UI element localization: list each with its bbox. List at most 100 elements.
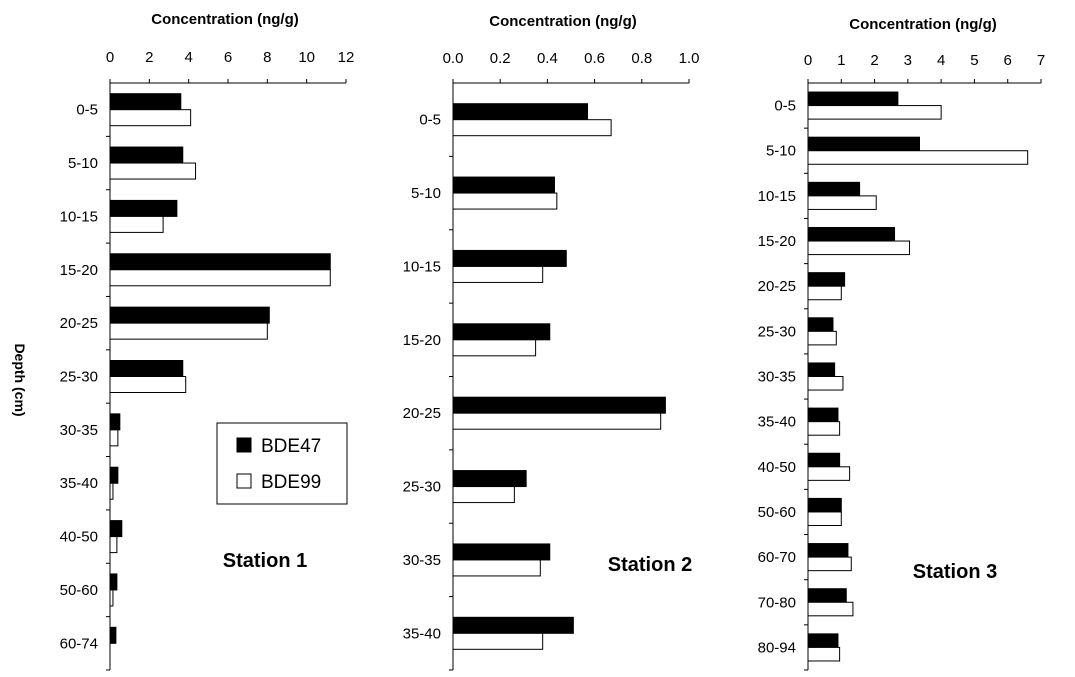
bar-bde47-35-40 [452, 616, 574, 634]
bar-bde47-30-35 [807, 362, 836, 378]
bar-bde47-5-10 [452, 176, 555, 194]
bar-bde47-40-50 [109, 520, 123, 538]
bar-bde99-15-20 [109, 269, 331, 287]
bar-bde47-20-25 [452, 396, 666, 414]
category-label: 0-5 [774, 98, 796, 115]
x-tick-label: 2 [870, 52, 878, 69]
x-tick-label: 2 [145, 49, 153, 66]
bar-bde47-5-10 [807, 136, 921, 152]
bar-bde47-15-20 [109, 253, 331, 271]
station-label: Station 3 [913, 561, 997, 583]
bar-bde47-30-35 [452, 543, 551, 561]
x-tick-label: 12 [338, 49, 355, 66]
bar-bde99-50-60 [807, 511, 842, 527]
bar-bde99-35-40 [807, 421, 841, 436]
bar-bde47-25-30 [109, 360, 184, 377]
category-label: 10-15 [758, 188, 796, 205]
bar-bde47-10-15 [807, 181, 861, 197]
category-label: 5-10 [411, 185, 441, 202]
bar-bde47-30-35 [109, 413, 121, 431]
bar-bde47-35-40 [807, 407, 839, 423]
bar-bde99-30-35 [807, 376, 844, 391]
legend-label-bde99: BDE99 [261, 472, 321, 493]
legend: BDE47 BDE99 [216, 422, 348, 505]
bar-bde99-60-70 [807, 556, 852, 572]
bar-bde99-0-5 [109, 109, 192, 127]
category-label: 70-80 [758, 594, 796, 611]
bar-bde47-60-74 [109, 626, 117, 644]
category-label: 30-35 [60, 422, 98, 439]
category-label: 25-30 [758, 323, 796, 340]
y-axis-label: Depth (cm) [12, 343, 28, 416]
bar-bde47-35-40 [109, 466, 119, 484]
bar-bde99-25-30 [807, 330, 837, 346]
category-label: 60-70 [758, 549, 796, 566]
chart-title: Concentration (ng/g) [849, 16, 996, 33]
bar-bde47-15-20 [807, 226, 896, 242]
bar-bde99-30-35 [452, 559, 541, 577]
category-label: 30-35 [758, 369, 796, 386]
bar-bde99-5-10 [109, 162, 197, 180]
bar-bde99-5-10 [807, 150, 1029, 165]
bar-bde47-25-30 [807, 317, 834, 332]
bar-bde47-50-60 [807, 497, 842, 513]
category-label: 30-35 [403, 552, 441, 569]
category-label: 35-40 [403, 625, 441, 642]
x-tick-label: 0 [106, 49, 114, 66]
x-tick-label: 8 [263, 49, 271, 66]
bar-bde99-50-60 [109, 589, 114, 607]
bar-bde99-5-10 [452, 192, 558, 210]
category-label: 40-50 [60, 529, 98, 546]
category-label: 20-25 [60, 315, 98, 332]
bar-bde47-0-5 [109, 93, 182, 111]
bar-bde47-0-5 [452, 103, 589, 121]
chart-station-3: Concentration (ng/g) 0 1 2 3 4 5 6 7 0-5 5-10 10-15… [758, 16, 1045, 671]
bar-bde47-15-20 [452, 323, 551, 341]
category-label: 20-25 [758, 278, 796, 295]
bar-bde99-20-25 [807, 285, 842, 301]
category-label: 15-20 [60, 262, 98, 279]
bar-bde47-20-25 [807, 272, 846, 287]
x-tick-label: 1.0 [679, 50, 700, 67]
bar-bde99-25-30 [452, 486, 515, 504]
category-label: 60-74 [60, 635, 98, 652]
bar-bde99-10-15 [807, 195, 877, 210]
station-label: Station 1 [223, 550, 307, 572]
category-label: 15-20 [403, 332, 441, 349]
chart-station-2: Concentration (ng/g) 0.0 0.2 0.4 0.6 0.8 1.0 0-… [403, 13, 700, 671]
bar-bde99-25-30 [109, 376, 187, 393]
category-label: 35-40 [60, 475, 98, 492]
bar-bde47-25-30 [452, 470, 527, 488]
category-label: 40-50 [758, 459, 796, 476]
x-tick-label: 6 [1004, 52, 1012, 69]
x-tick-label: 7 [1037, 52, 1045, 69]
bar-bde47-20-25 [109, 306, 270, 324]
legend-swatch-bde47 [236, 437, 252, 453]
category-label: 80-94 [758, 639, 796, 656]
x-tick-label: 5 [970, 52, 978, 69]
x-tick-label: 4 [184, 49, 192, 66]
category-label: 50-60 [60, 582, 98, 599]
x-tick-label: 4 [937, 52, 945, 69]
category-label: 5-10 [68, 155, 98, 172]
bar-bde47-60-70 [807, 543, 849, 558]
category-label: 5-10 [766, 143, 796, 160]
bar-bde47-70-80 [807, 588, 847, 603]
bar-bde99-15-20 [452, 339, 537, 357]
category-label: 0-5 [419, 112, 441, 129]
bar-bde47-10-15 [109, 199, 178, 217]
legend-frame [216, 422, 348, 505]
bar-bde99-40-50 [109, 536, 118, 554]
bar-bde99-35-40 [109, 482, 114, 500]
x-tick-label: 3 [904, 52, 912, 69]
x-tick-label: 0 [804, 52, 812, 69]
bar-bde99-80-94 [807, 646, 841, 662]
category-label: 10-15 [403, 258, 441, 275]
bar-bde99-10-15 [452, 265, 544, 283]
bar-bde99-15-20 [807, 240, 911, 256]
category-label: 50-60 [758, 504, 796, 521]
category-label: 20-25 [403, 405, 441, 422]
bar-bde99-20-25 [452, 412, 662, 430]
x-tick-label: 10 [298, 49, 315, 66]
